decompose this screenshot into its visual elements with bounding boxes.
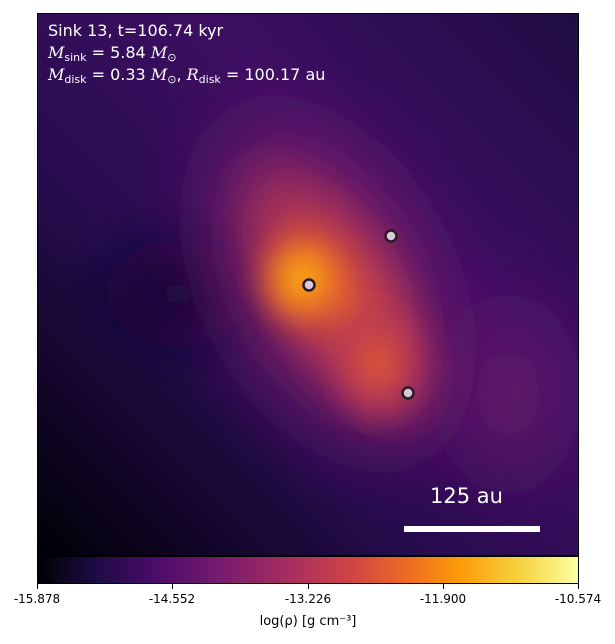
- colorbar-tick: [578, 584, 579, 589]
- length-unit: au: [305, 65, 326, 84]
- disk-properties-label: Mdisk = 0.33 M⊙, Rdisk = 100.17 au: [48, 65, 326, 86]
- colorbar-tick-label: -15.878: [13, 592, 61, 606]
- density-map: [38, 14, 578, 555]
- disk-radius-value: 100.17: [244, 65, 301, 84]
- sink-mass-value: 5.84: [110, 43, 146, 62]
- colorbar-tick-label: -13.226: [284, 592, 332, 606]
- colorbar: [37, 556, 579, 584]
- disk-mass-value: 0.33: [110, 65, 146, 84]
- colorbar-tick-label: -14.552: [148, 592, 196, 606]
- mass-unit-2: M: [150, 65, 168, 84]
- scale-bar-label: 125 au: [430, 484, 503, 508]
- density-map-panel: Sink 13, t=106.74 kyr Msink = 5.84 M⊙ Md…: [37, 13, 579, 556]
- colorbar-tick: [443, 584, 444, 589]
- sink-mass-label: Msink = 5.84 M⊙: [48, 43, 177, 64]
- colorbar-tick-label: -10.574: [554, 592, 602, 606]
- colorbar-tick: [308, 584, 309, 589]
- colorbar-tick: [37, 584, 38, 589]
- mass-unit: M: [150, 43, 168, 62]
- sink-marker-secondary: [384, 229, 398, 243]
- colorbar-tick: [172, 584, 173, 589]
- sink-marker-primary: [302, 278, 316, 292]
- colorbar-label: log(ρ) [g cm⁻³]: [259, 614, 357, 629]
- sink-marker-tertiary: [401, 386, 415, 400]
- snapshot-title: Sink 13, t=106.74 kyr: [48, 21, 224, 40]
- scale-bar: [404, 526, 540, 532]
- colorbar-tick-label: -11.900: [419, 592, 467, 606]
